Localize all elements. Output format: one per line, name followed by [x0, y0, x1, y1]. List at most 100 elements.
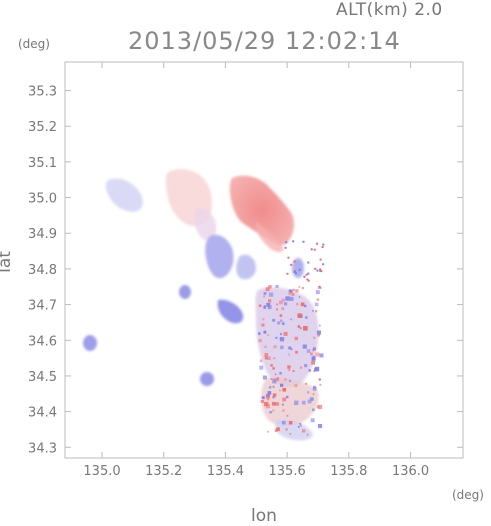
echo-speckle [319, 269, 322, 272]
echo-speckle [316, 269, 319, 272]
echo-speckle [288, 346, 292, 350]
echo-speckle [289, 433, 292, 435]
y-tick-labels: 34.3 34.4 34.5 34.6 34.7 34.8 34.9 35.0 35.1 35.2… [28, 85, 57, 457]
echo-speckle [319, 353, 324, 358]
echo-speckle [304, 364, 308, 368]
x-tick-label: 136.0 [392, 464, 429, 479]
echo-speckle [280, 345, 284, 350]
echo-speckle [279, 372, 282, 375]
echo-speckle [288, 421, 293, 425]
echo-speckle [295, 289, 299, 293]
echo-speckle [314, 267, 317, 270]
echo-speckle [276, 427, 280, 432]
echo-speckle [312, 393, 315, 395]
echo-speckle [266, 393, 270, 397]
echo-speckle [264, 356, 268, 360]
echo-speckle [319, 258, 322, 261]
echo-speckle [307, 261, 310, 264]
echo-speckle [322, 243, 325, 246]
echo-speckle [292, 288, 295, 292]
echo-speckle [281, 307, 285, 310]
echo-speckle [318, 424, 323, 429]
echo-pale-mid [194, 207, 217, 241]
echo-speckle [268, 386, 272, 389]
echo-speckle [280, 319, 283, 322]
echo-speckle [279, 389, 281, 392]
echo-speckle [307, 279, 310, 282]
echo-speckle [262, 318, 265, 321]
echo-speckle [270, 378, 273, 380]
echo-blue-mid2 [236, 254, 256, 280]
y-tick-label: 34.7 [28, 299, 57, 314]
echo-speckle [319, 383, 322, 386]
echo-speckle [319, 268, 322, 271]
echo-speckle [266, 397, 270, 401]
echo-speckle [284, 302, 288, 306]
echo-speckle [289, 296, 294, 301]
echo-speckle [264, 345, 267, 348]
echo-speckle [263, 295, 266, 298]
y-tick-label: 35.2 [28, 120, 57, 135]
echo-speckle [265, 287, 270, 292]
echo-speckle [259, 359, 263, 363]
echo-speckle [272, 367, 275, 370]
echo-speckle [281, 403, 284, 406]
echo-speckle [264, 353, 269, 357]
echo-speckle [263, 292, 267, 295]
echo-speckle [282, 397, 287, 402]
echo-speckle [273, 357, 276, 360]
echo-speckle [273, 345, 277, 349]
echo-speckle [262, 375, 267, 380]
echo-speckle [286, 272, 289, 275]
echo-speckle [310, 248, 313, 251]
echo-speckle [282, 387, 287, 392]
echo-speckle [300, 424, 303, 427]
echo-speckle [310, 352, 313, 356]
echo-speckle [267, 430, 269, 433]
echo-speckle [306, 349, 311, 353]
echo-speckle [308, 369, 311, 372]
y-unit-label: (deg) [18, 37, 50, 51]
echo-field [83, 169, 319, 441]
echo-speckle [290, 348, 293, 351]
echo-speckle [302, 240, 305, 243]
echo-speckle [303, 275, 306, 278]
echo-speckle [287, 256, 290, 259]
echo-speckle [302, 344, 307, 349]
echo-cluster-tail [275, 419, 313, 441]
echo-speckle [317, 404, 323, 410]
echo-speckle [294, 400, 299, 405]
echo-speckle [294, 272, 297, 275]
echo-speckle [304, 304, 307, 308]
plot-frame [64, 61, 464, 459]
x-tick-label: 135.2 [145, 464, 182, 479]
altitude-label: ALT(km) 2.0 [336, 0, 443, 20]
echo-speckle [263, 330, 267, 334]
echo-speckle [260, 400, 264, 403]
echo-speckle [297, 425, 300, 428]
echo-speckle [312, 349, 315, 352]
y-tick-label: 35.1 [28, 156, 57, 171]
echo-speckle [295, 350, 298, 354]
echo-speckle [298, 286, 301, 288]
echo-blue-mid [205, 234, 234, 279]
echo-blue-a [179, 285, 191, 299]
echo-speckle [267, 305, 272, 309]
echo-speckle [292, 370, 295, 372]
echo-speckle [299, 327, 302, 330]
echo-speckle [307, 391, 310, 394]
echo-speckle [267, 334, 269, 337]
echo-speckle [275, 402, 280, 406]
echo-speckle [309, 397, 314, 401]
echo-speckle [272, 409, 275, 412]
echo-speckle [272, 385, 275, 388]
echo-speckle [300, 302, 305, 307]
x-tick-label: 135.4 [207, 464, 244, 479]
echo-red-ne [229, 175, 294, 246]
echo-speckle [268, 292, 274, 297]
echo-blue-w [83, 335, 97, 351]
y-tick-label: 34.3 [28, 441, 57, 456]
echo-speckle [311, 356, 316, 361]
echo-speckle [284, 378, 287, 381]
